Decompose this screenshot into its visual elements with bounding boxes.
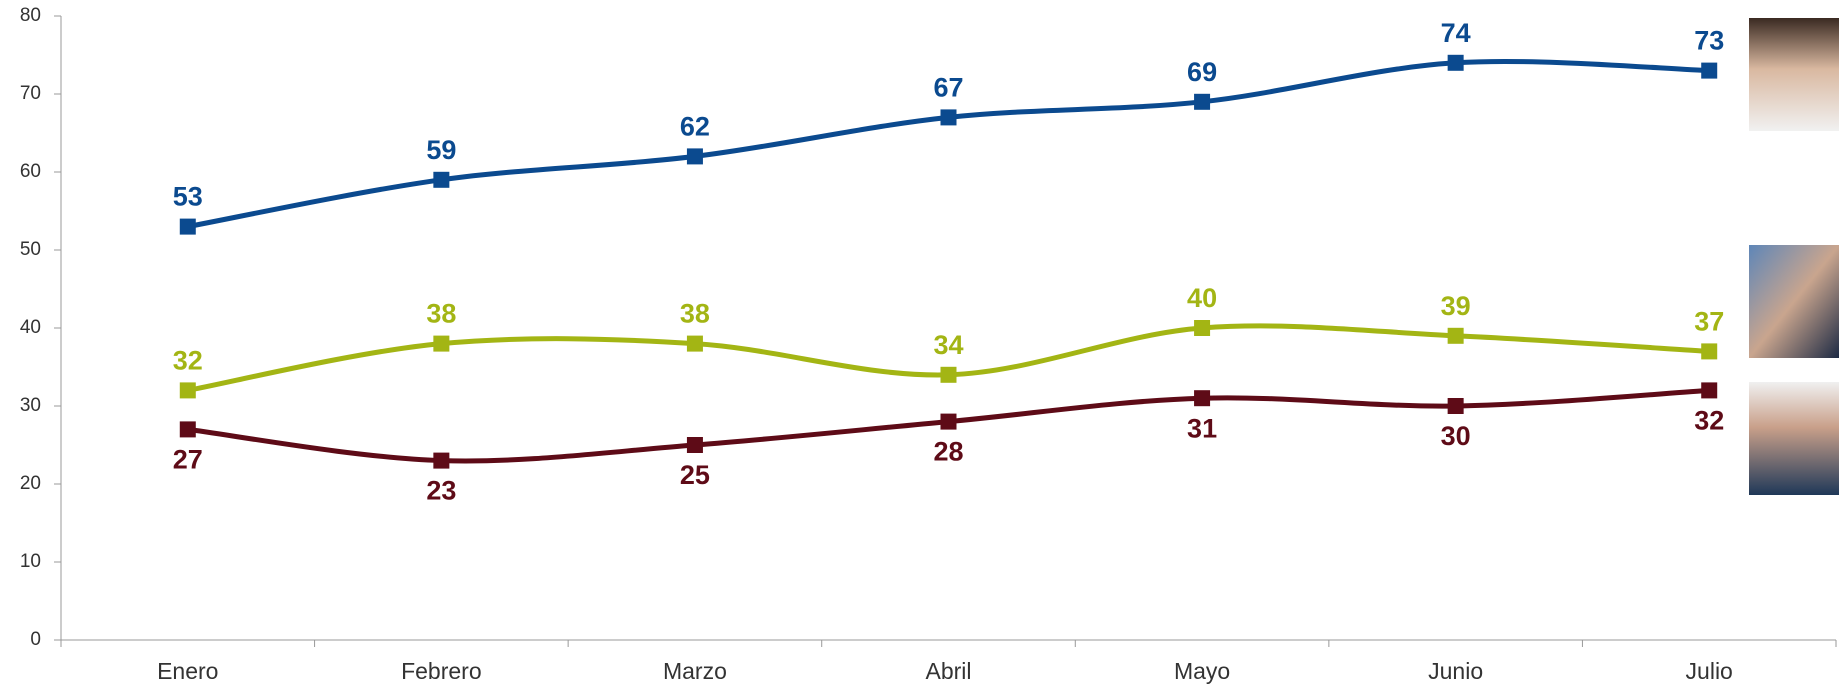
marker xyxy=(940,109,957,126)
marker xyxy=(1447,398,1464,414)
data-label: 30 xyxy=(1441,421,1471,451)
data-label: 37 xyxy=(1694,307,1724,337)
marker xyxy=(179,382,196,399)
photo xyxy=(1749,382,1839,495)
data-label: 23 xyxy=(426,476,456,506)
data-label: 32 xyxy=(173,346,203,376)
data-label: 32 xyxy=(1694,406,1724,436)
marker xyxy=(940,413,957,430)
y-tick-label: 0 xyxy=(30,629,41,650)
marker xyxy=(1194,93,1211,110)
data-label: 38 xyxy=(426,299,456,329)
data-label: 39 xyxy=(1441,291,1471,321)
data-label: 67 xyxy=(933,73,963,103)
marker xyxy=(433,335,450,352)
data-label: 38 xyxy=(680,299,710,329)
x-tick-label: Abril xyxy=(925,658,971,684)
x-tick-label: Julio xyxy=(1686,658,1733,684)
data-label: 40 xyxy=(1187,283,1217,313)
x-tick-label: Marzo xyxy=(663,658,727,684)
y-tick-label: 50 xyxy=(20,239,41,260)
data-label: 34 xyxy=(933,330,963,360)
y-tick-label: 40 xyxy=(20,317,41,338)
marker xyxy=(433,171,450,188)
data-label: 28 xyxy=(933,437,963,467)
photo xyxy=(1749,245,1839,358)
marker xyxy=(1447,54,1464,71)
marker xyxy=(1701,62,1718,79)
marker xyxy=(1447,327,1464,344)
photo xyxy=(1749,18,1839,131)
marker xyxy=(686,148,703,165)
marker xyxy=(1701,343,1718,360)
data-label: 73 xyxy=(1694,26,1724,56)
marker xyxy=(179,421,196,438)
y-tick-label: 10 xyxy=(20,551,41,572)
x-tick-label: Febrero xyxy=(401,658,482,684)
data-label: 31 xyxy=(1187,413,1217,443)
x-tick-label: Enero xyxy=(157,658,218,684)
marker xyxy=(686,437,703,453)
data-label: 62 xyxy=(680,112,710,142)
data-label: 59 xyxy=(426,135,456,165)
data-label: 25 xyxy=(680,460,710,490)
data-label: 53 xyxy=(173,182,203,212)
marker xyxy=(1701,382,1718,399)
y-tick-label: 60 xyxy=(20,161,41,182)
data-label: 74 xyxy=(1441,18,1471,48)
marker xyxy=(179,218,196,235)
data-label: 69 xyxy=(1187,57,1217,87)
y-tick-label: 30 xyxy=(20,395,41,416)
data-label: 27 xyxy=(173,445,203,475)
x-tick-label: Junio xyxy=(1428,658,1483,684)
marker xyxy=(433,452,450,469)
y-tick-label: 80 xyxy=(20,5,41,26)
y-tick-label: 70 xyxy=(20,83,41,104)
marker xyxy=(1194,390,1211,407)
marker xyxy=(1194,320,1211,336)
x-tick-label: Mayo xyxy=(1174,658,1230,684)
marker xyxy=(940,366,957,383)
marker xyxy=(686,335,703,352)
y-tick-label: 20 xyxy=(20,473,41,494)
